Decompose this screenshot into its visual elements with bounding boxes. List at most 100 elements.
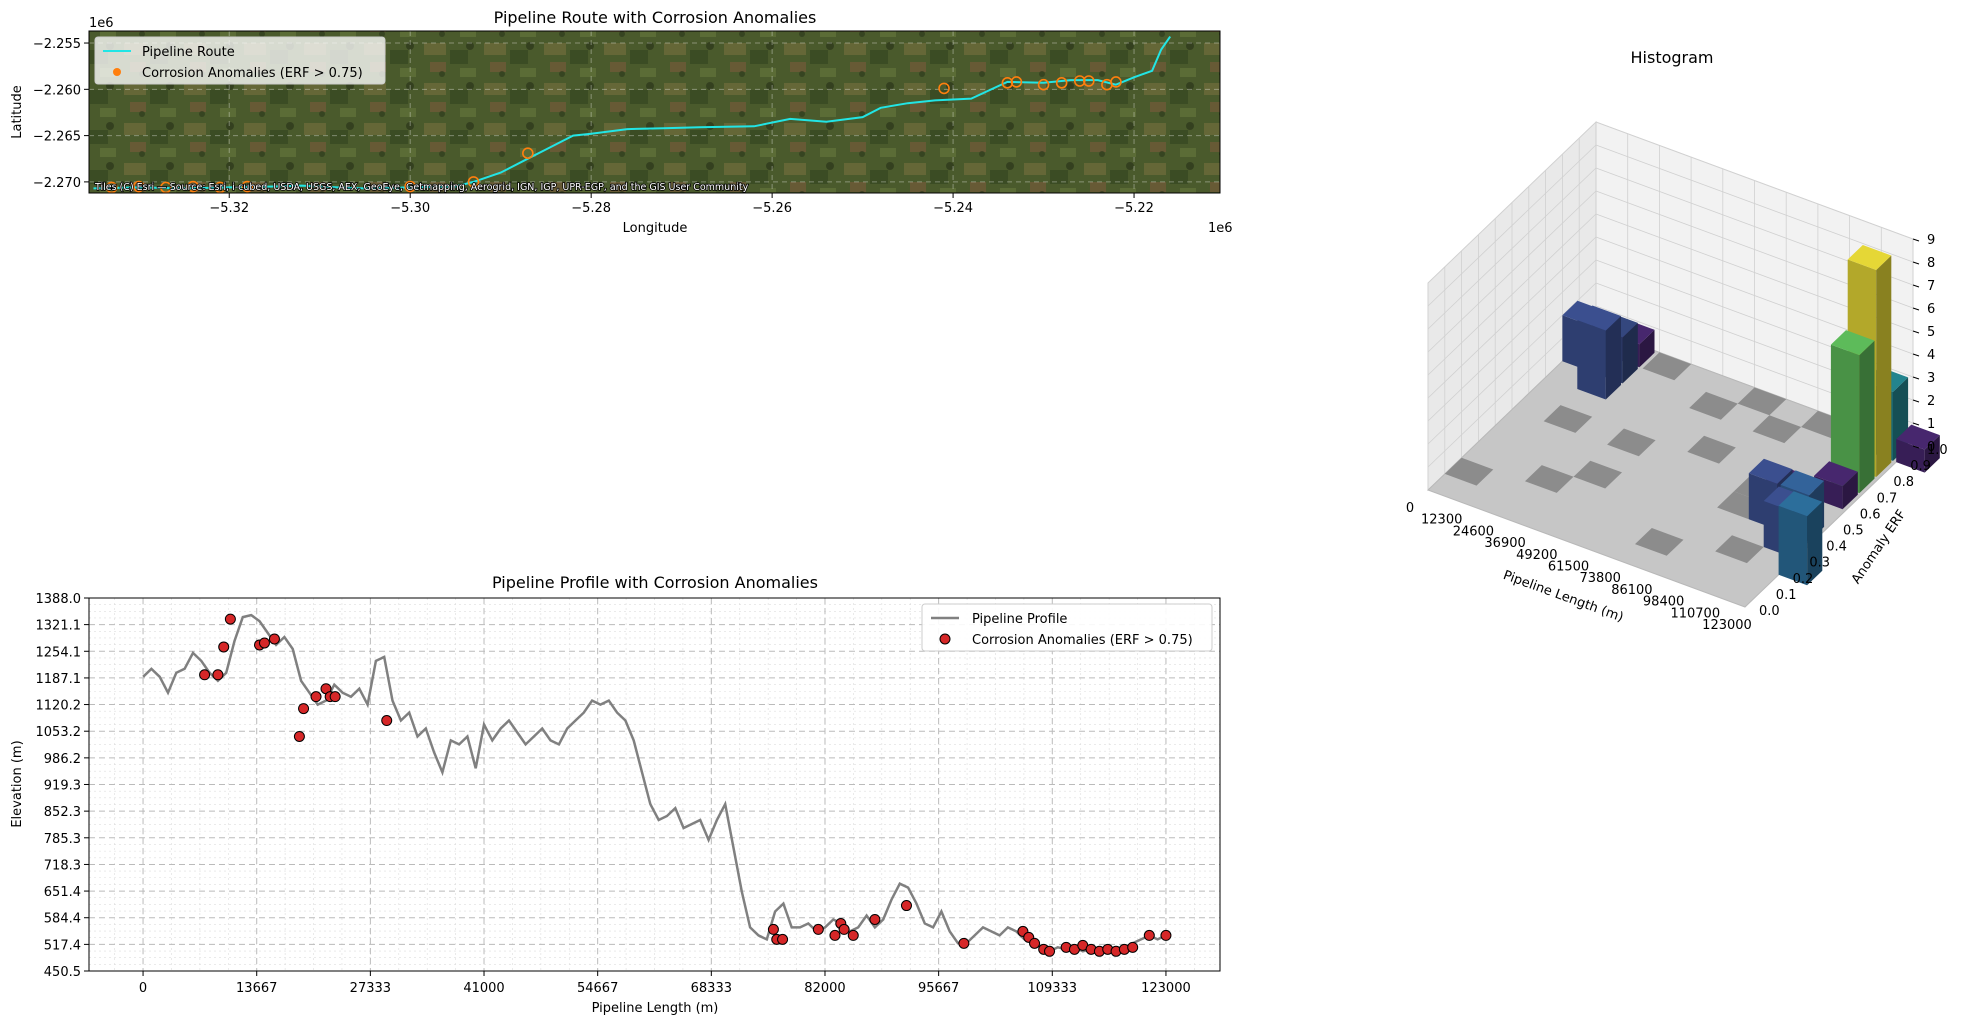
histogram-bars — [1562, 245, 1940, 586]
histogram-y-tick-label: 0.9 — [1910, 459, 1931, 474]
map-y-offset-label: 1e6 — [89, 16, 114, 31]
histogram-y-tick-label: 0.6 — [1860, 507, 1881, 522]
profile-anomaly-point — [1160, 929, 1172, 941]
profile-x-tick-label: 109333 — [1027, 981, 1077, 996]
map-anomaly-point — [132, 180, 145, 193]
map-y-label: Latitude — [10, 85, 25, 139]
histogram-z-tick-label: 7 — [1927, 279, 1935, 294]
map-x-tick-label: −5.22 — [1114, 201, 1154, 216]
profile-legend-line-label: Pipeline Profile — [972, 612, 1067, 627]
map-anomaly-point — [214, 181, 226, 194]
profile-anomaly-point — [1143, 929, 1155, 941]
histogram-z-tick — [1912, 399, 1920, 403]
histogram-x-tick-label: 49200 — [1516, 548, 1557, 563]
profile-x-tick-label: 27333 — [350, 981, 391, 996]
profile-anomaly-point — [293, 730, 305, 742]
histogram-z-tick-label: 5 — [1927, 325, 1935, 340]
map-x-tick-label: −5.28 — [571, 201, 611, 216]
histogram-x-tick-label: 86100 — [1611, 583, 1652, 598]
histogram-empty-cell — [1543, 405, 1593, 433]
histogram-z-tick — [1912, 261, 1920, 265]
histogram-bar-side — [1859, 340, 1875, 494]
histogram-bar-side — [1605, 316, 1621, 400]
profile-y-tick-label: 718.3 — [44, 858, 81, 873]
profile-x-tick-label: 82000 — [804, 981, 845, 996]
histogram-empty-cell — [1642, 352, 1692, 381]
profile-anomaly-point — [258, 637, 270, 649]
profile-y-tick-label: 852.3 — [44, 805, 81, 820]
histogram-empty-cell — [1687, 435, 1736, 464]
profile-anomaly-point — [199, 669, 211, 681]
histogram-empty-cell — [1752, 415, 1802, 444]
profile-anomaly-point — [838, 923, 850, 935]
profile-x-tick-label: 54667 — [577, 981, 618, 996]
profile-y-tick-label: 1321.1 — [36, 619, 82, 634]
histogram-bar-top — [1778, 491, 1823, 517]
histogram-z-tick-label: 6 — [1927, 302, 1935, 317]
profile-anomaly-point — [1029, 937, 1041, 949]
histogram-bar — [1577, 305, 1621, 400]
map-title: Pipeline Route with Corrosion Anomalies — [494, 8, 817, 27]
profile-anomaly-point — [777, 933, 789, 945]
histogram-bar-side — [1639, 329, 1655, 368]
map-legend-anomaly-label: Corrosion Anomalies (ERF > 0.75) — [142, 66, 363, 81]
map-anomaly-point — [467, 176, 480, 188]
histogram-bar-top — [1748, 458, 1793, 484]
map-legend: Pipeline Route Corrosion Anomalies (ERF … — [94, 36, 386, 85]
histogram-bar-top — [1896, 424, 1940, 450]
histogram-grid-line — [1595, 121, 1914, 240]
profile-y-tick-label: 1120.2 — [36, 699, 82, 714]
histogram-z-tick-label: 4 — [1927, 348, 1935, 363]
map-attribution: Tiles (C) Esri — Source: Esri, i-cubed, … — [94, 182, 749, 193]
profile-legend-anomaly-label: Corrosion Anomalies (ERF > 0.75) — [972, 633, 1193, 648]
histogram-y-tick-label: 0.7 — [1877, 491, 1898, 506]
profile-anomaly-point — [767, 923, 779, 935]
histogram-z-tick — [1912, 330, 1920, 334]
histogram-bar-front — [1830, 344, 1860, 494]
map-anomaly-point — [1110, 76, 1122, 88]
profile-panel: Pipeline Profile with Corrosion Anomalie… — [10, 573, 1221, 1016]
histogram-bar-side — [1842, 471, 1858, 510]
histogram-grid-line — [1595, 144, 1914, 263]
map-anomaly-point — [1083, 75, 1095, 87]
profile-y-tick-label: 1187.1 — [36, 672, 82, 687]
map-anomaly-point — [1055, 77, 1068, 89]
histogram-grid-line — [1427, 144, 1597, 307]
histogram-empty-cell — [1737, 387, 1787, 416]
histogram-grid-line — [1427, 259, 1597, 422]
histogram-ticks: 0123002460036900492006150073800861009840… — [1406, 233, 1948, 633]
profile-x-tick-label: 13667 — [236, 981, 277, 996]
profile-x-tick-label: 41000 — [463, 981, 504, 996]
histogram-x-tick-label: 73800 — [1580, 571, 1621, 586]
profile-anomaly-point — [1127, 941, 1139, 953]
profile-y-tick-label: 785.3 — [44, 832, 81, 847]
profile-anomaly-point — [958, 937, 970, 949]
profile-anomaly-point — [829, 929, 841, 941]
profile-y-tick-label: 450.5 — [44, 965, 81, 980]
profile-anomaly-layer — [199, 613, 1172, 957]
histogram-bar-side — [1924, 435, 1940, 473]
map-y-tick-label: −2.270 — [33, 176, 81, 191]
map-anomaly-layer — [105, 75, 1122, 194]
map-anomaly-point — [1073, 75, 1086, 87]
map-legend-anomaly-swatch — [113, 68, 121, 76]
histogram-empty-cell — [1689, 391, 1738, 420]
route-map-panel: Pipeline Route with Corrosion Anomalies … — [10, 8, 1233, 236]
histogram-y-tick-label: 0.3 — [1809, 556, 1830, 571]
map-anomaly-point — [105, 181, 118, 194]
profile-anomaly-point — [381, 715, 393, 727]
histogram-y-tick-label: 0.2 — [1793, 572, 1814, 587]
histogram-x-tick-label: 24600 — [1453, 524, 1494, 539]
map-ticks: −5.32 −5.30 −5.28 −5.26 −5.24 −5.22 −2.255 −2.2… — [33, 37, 1154, 216]
profile-legend: Pipeline Profile Corrosion Anomalies (ER… — [921, 603, 1213, 652]
profile-anomaly-point — [847, 929, 859, 941]
histogram-bar-front — [1577, 320, 1606, 400]
histogram-z-tick — [1912, 376, 1920, 380]
histogram-empty-cell — [1607, 428, 1656, 457]
profile-y-tick-label: 1254.1 — [36, 645, 82, 660]
profile-ticks: 0 13667 27333 41000 54667 68333 82000 95667 1093… — [36, 592, 1191, 996]
map-anomaly-point — [241, 180, 254, 193]
map-anomaly-point — [1010, 76, 1023, 88]
histogram-z-tick — [1912, 238, 1920, 242]
map-x-tick-label: −5.32 — [209, 201, 249, 216]
